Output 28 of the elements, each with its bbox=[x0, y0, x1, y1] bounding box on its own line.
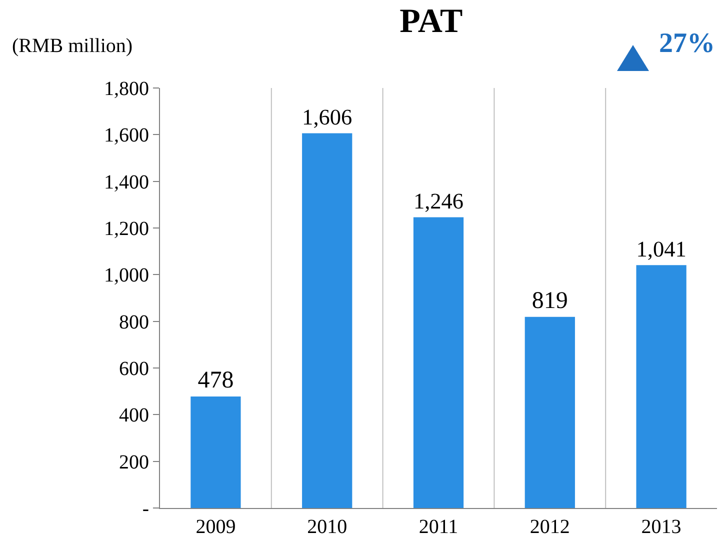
y-tick-label: 1,400 bbox=[104, 171, 149, 194]
x-tick-label: 2010 bbox=[307, 516, 348, 538]
bar bbox=[302, 133, 352, 508]
bar bbox=[636, 265, 686, 508]
x-tick-label: 2009 bbox=[196, 516, 236, 538]
x-tick-label: 2013 bbox=[641, 516, 682, 538]
bar bbox=[413, 217, 464, 508]
data-label: 1,041 bbox=[636, 236, 686, 262]
y-tick-label: - bbox=[142, 498, 149, 520]
x-tick-label: 2011 bbox=[418, 516, 458, 538]
data-label: 1,606 bbox=[302, 104, 352, 130]
bar bbox=[190, 396, 241, 508]
text: 27% bbox=[659, 28, 715, 59]
y-tick-label: 1,200 bbox=[104, 218, 149, 240]
x-tick-label: 2012 bbox=[530, 516, 570, 538]
y-tick-label: 1,800 bbox=[104, 78, 149, 100]
y-tick-label: 1,600 bbox=[104, 124, 149, 147]
y-tick-label: 400 bbox=[119, 404, 149, 427]
y-tick-label: 800 bbox=[119, 311, 149, 334]
y-tick-label: 200 bbox=[119, 451, 149, 474]
bar bbox=[524, 316, 575, 508]
data-label: 819 bbox=[532, 288, 568, 314]
y-tick-label: 600 bbox=[119, 358, 149, 380]
y-axis-title: (RMB million) bbox=[12, 35, 133, 57]
data-label: 1,246 bbox=[413, 188, 464, 214]
data-label: 478 bbox=[198, 367, 234, 394]
chart-title: PAT bbox=[400, 3, 463, 40]
y-tick-label: 1,000 bbox=[104, 264, 149, 287]
